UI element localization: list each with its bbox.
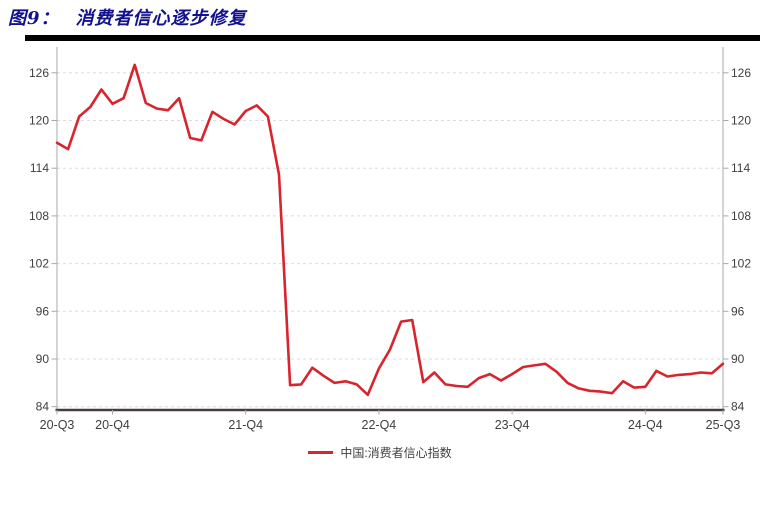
title-underline-rule [25, 35, 760, 41]
svg-text:120: 120 [29, 114, 49, 128]
svg-text:90: 90 [36, 352, 50, 366]
svg-text:120: 120 [731, 114, 751, 128]
svg-text:126: 126 [29, 66, 49, 80]
svg-text:126: 126 [731, 66, 751, 80]
legend-line-marker [308, 450, 334, 454]
legend-label: 中国:消费者信心指数 [340, 445, 452, 460]
svg-text:24-Q4: 24-Q4 [628, 418, 663, 432]
svg-text:90: 90 [731, 352, 745, 366]
figure-number: 图9： [8, 8, 60, 29]
svg-text:114: 114 [30, 161, 49, 175]
svg-text:108: 108 [29, 209, 49, 223]
figure-title: 图9： 消费者信心逐步修复 [8, 4, 247, 30]
figure-title-text: 消费者信心逐步修复 [75, 8, 247, 29]
svg-text:20-Q4: 20-Q4 [95, 418, 130, 432]
svg-text:114: 114 [731, 161, 750, 175]
svg-text:96: 96 [731, 304, 745, 318]
svg-text:20-Q3: 20-Q3 [40, 418, 75, 432]
svg-text:25-Q3: 25-Q3 [706, 418, 741, 432]
svg-text:84: 84 [731, 400, 745, 414]
svg-text:102: 102 [731, 257, 751, 271]
svg-text:84: 84 [36, 400, 50, 414]
svg-text:108: 108 [731, 209, 751, 223]
chart-plot-area: 84 84 90 90 96 96 102 102 108 108 114 114 120 120 126 1… [29, 47, 751, 432]
chart-legend: 中国:消费者信心指数 [0, 443, 760, 461]
svg-text:102: 102 [29, 257, 49, 271]
svg-text:22-Q4: 22-Q4 [362, 418, 397, 432]
svg-text:21-Q4: 21-Q4 [228, 418, 263, 432]
svg-text:23-Q4: 23-Q4 [495, 418, 530, 432]
svg-text:96: 96 [36, 304, 50, 318]
line-chart: 84 84 90 90 96 96 102 102 108 108 114 114 120 120 126 1… [0, 41, 760, 441]
